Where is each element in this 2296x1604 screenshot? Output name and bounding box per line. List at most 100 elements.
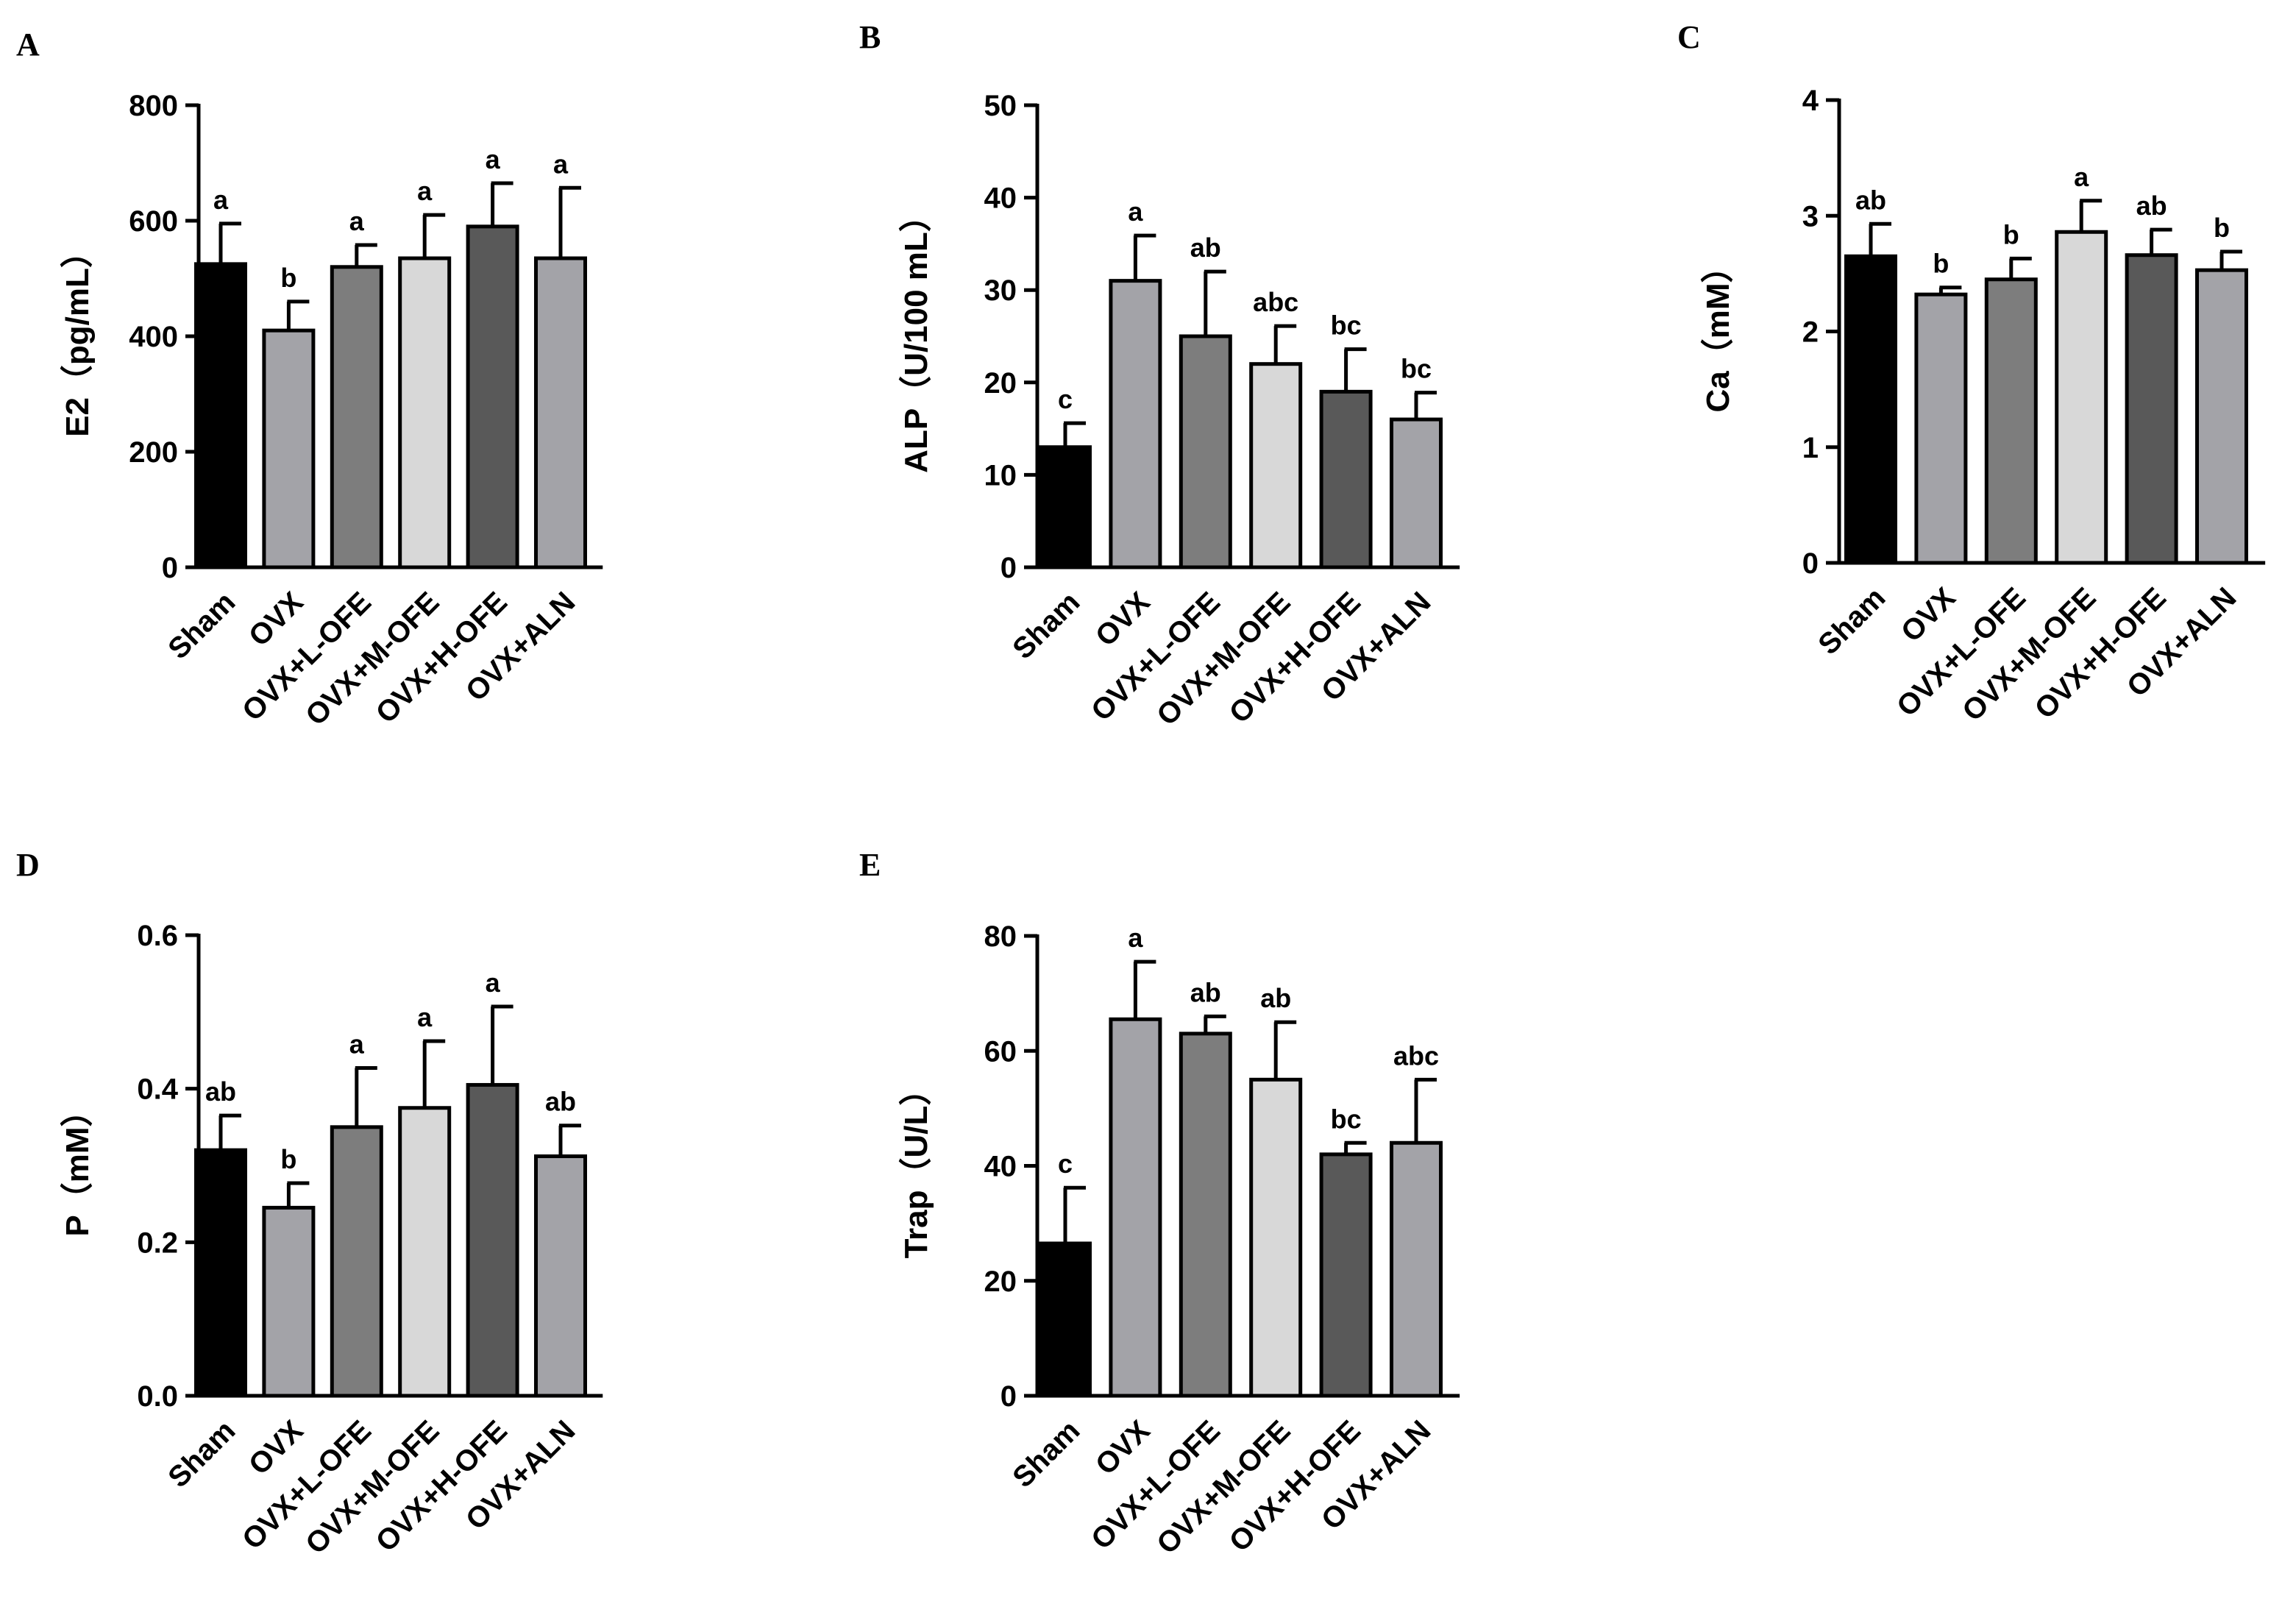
panel-letter: D — [16, 847, 40, 883]
panel-letter: B — [859, 19, 881, 55]
significance-label: b — [1933, 249, 1949, 279]
bar-ovx-l-ofe — [1984, 277, 2038, 565]
bar-ovx-l-ofe — [330, 265, 383, 569]
bar-ovx-l-ofe — [1179, 334, 1232, 569]
y-tick-label: 0.0 — [137, 1380, 178, 1413]
bar-ovx-aln — [1390, 417, 1443, 569]
bar-ovx — [262, 328, 316, 569]
significance-label: bc — [1331, 310, 1362, 341]
significance-label: c — [1058, 384, 1073, 414]
y-tick-label: 50 — [984, 90, 1017, 122]
bar-ovx-m-ofe — [1249, 362, 1303, 569]
panel-letter: A — [16, 26, 40, 63]
bar-ovx — [1914, 292, 1968, 565]
y-tick-label: 0 — [1000, 552, 1017, 584]
bar-ovx-aln — [534, 1154, 587, 1398]
bar-ovx-aln — [2195, 268, 2248, 565]
significance-label: a — [417, 1002, 433, 1032]
panel-c: C01234Ca（mM）abShambOVXbOVX+L-OFEaOVX+M-O… — [1677, 19, 2266, 728]
significance-label: a — [1128, 196, 1143, 227]
bar-sham — [194, 262, 247, 569]
y-tick-label: 200 — [129, 436, 178, 469]
significance-label: ab — [1855, 185, 1886, 215]
panel-a: A0200400600800E2（pg/mL）aShambOVXaOVX+L-O… — [16, 26, 603, 732]
bar-ovx — [1109, 1017, 1162, 1398]
y-tick-label: 3 — [1802, 200, 1819, 233]
y-tick-label: 20 — [984, 367, 1017, 400]
y-tick-label: 0 — [1802, 547, 1819, 580]
y-tick-label: 30 — [984, 274, 1017, 307]
bar-ovx-m-ofe — [398, 1106, 452, 1398]
y-tick-label: 0.4 — [137, 1074, 178, 1106]
y-tick-label: 0.6 — [137, 920, 178, 952]
y-tick-label: 2 — [1802, 316, 1819, 349]
y-axis-title: ALP（U/100 mL） — [898, 199, 934, 473]
panel-d: D0.00.20.40.6P（mM）abShambOVXaOVX+L-OFEaO… — [16, 847, 603, 1561]
significance-label: a — [213, 185, 229, 215]
y-tick-label: 10 — [984, 459, 1017, 492]
panel-letter: C — [1677, 19, 1701, 55]
significance-label: b — [2214, 213, 2230, 243]
bar-ovx-h-ofe — [1319, 389, 1373, 569]
bar-ovx-aln — [534, 256, 587, 569]
significance-label: a — [2074, 162, 2089, 192]
bar-ovx-m-ofe — [2055, 230, 2108, 565]
significance-label: a — [417, 176, 433, 206]
bar-sham — [1039, 445, 1092, 569]
category-label: Sham — [1006, 1414, 1086, 1494]
significance-label: bc — [1401, 354, 1432, 384]
category-label: Sham — [162, 586, 241, 665]
panel-letter: E — [859, 847, 881, 883]
y-tick-label: 60 — [984, 1035, 1017, 1068]
significance-label: ab — [545, 1087, 576, 1117]
category-label: Sham — [1006, 586, 1086, 665]
bar-ovx-h-ofe — [466, 224, 519, 569]
y-tick-label: 20 — [984, 1266, 1017, 1298]
y-tick-label: 40 — [984, 182, 1017, 215]
significance-label: ab — [1190, 233, 1221, 263]
significance-label: a — [553, 149, 569, 179]
significance-label: ab — [1260, 983, 1291, 1013]
y-axis-title: Trap（U/L） — [898, 1074, 934, 1259]
significance-label: a — [349, 1029, 365, 1059]
y-tick-label: 1 — [1802, 432, 1819, 464]
significance-label: a — [349, 206, 365, 236]
significance-label: b — [2003, 219, 2019, 249]
bar-sham — [194, 1148, 247, 1398]
y-tick-label: 800 — [129, 90, 178, 122]
bar-ovx — [1109, 279, 1162, 569]
y-tick-label: 600 — [129, 205, 178, 238]
significance-label: b — [280, 1144, 296, 1174]
significance-label: a — [1128, 923, 1143, 953]
bar-ovx — [262, 1205, 316, 1398]
bar-ovx-l-ofe — [330, 1125, 383, 1398]
bar-ovx-l-ofe — [1179, 1032, 1232, 1398]
significance-label: ab — [205, 1076, 236, 1107]
y-tick-label: 0 — [1000, 1380, 1017, 1413]
y-axis-title: P（mM） — [60, 1094, 96, 1236]
category-label: Sham — [162, 1414, 241, 1494]
bar-ovx-aln — [1390, 1140, 1443, 1398]
category-label: Sham — [1812, 581, 1891, 661]
bar-ovx-m-ofe — [398, 256, 452, 569]
significance-label: a — [486, 144, 501, 174]
significance-label: b — [280, 263, 296, 293]
bar-ovx-h-ofe — [2125, 253, 2178, 565]
y-tick-label: 4 — [1802, 85, 1819, 117]
y-tick-label: 0.2 — [137, 1227, 178, 1259]
bar-ovx-m-ofe — [1249, 1077, 1303, 1398]
y-axis-title: Ca（mM） — [1700, 250, 1736, 412]
y-tick-label: 80 — [984, 920, 1017, 953]
significance-label: abc — [1253, 287, 1298, 317]
significance-label: a — [486, 968, 501, 998]
bar-sham — [1844, 254, 1897, 565]
significance-label: abc — [1393, 1040, 1439, 1071]
bar-ovx-h-ofe — [1319, 1152, 1373, 1398]
bar-sham — [1039, 1241, 1092, 1398]
y-tick-label: 40 — [984, 1151, 1017, 1183]
significance-label: ab — [2136, 191, 2167, 221]
y-axis-title: E2（pg/mL） — [60, 235, 96, 437]
